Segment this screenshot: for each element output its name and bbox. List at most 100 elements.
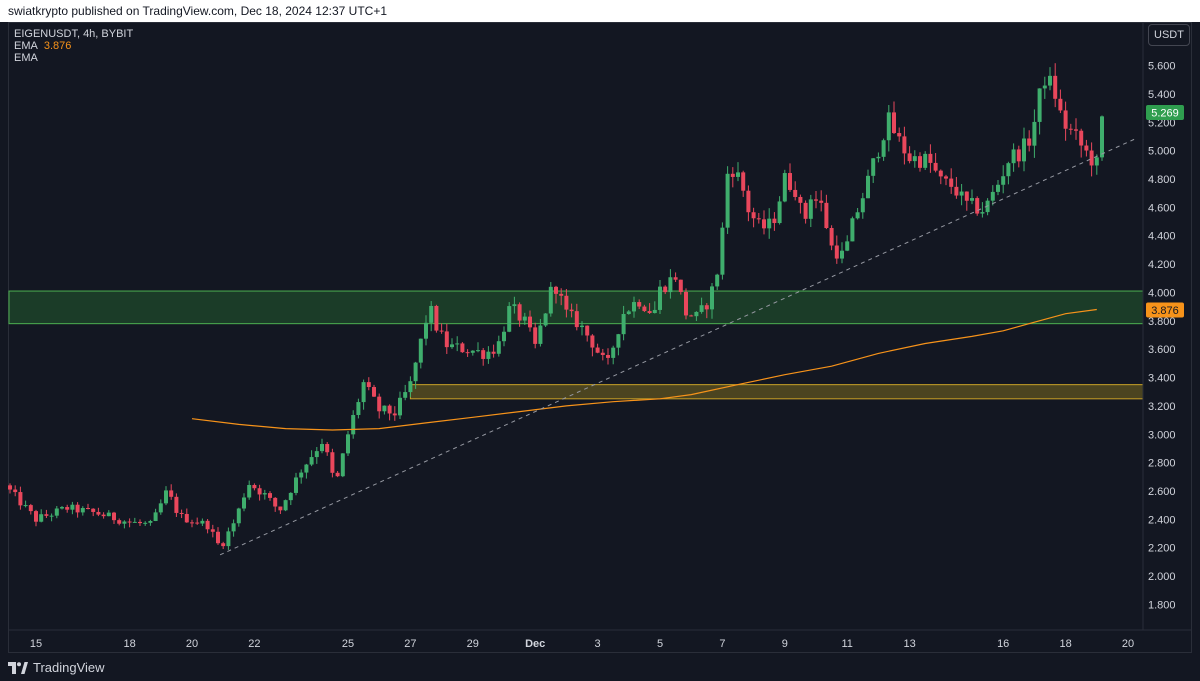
candle-body: [876, 156, 881, 159]
candle: [257, 484, 262, 501]
candle-body: [808, 199, 813, 219]
candle: [642, 304, 647, 313]
candle-body: [184, 513, 189, 523]
dashed-trendline: [219, 138, 1135, 556]
candle: [1027, 130, 1032, 152]
candle-body: [689, 315, 694, 317]
candle: [148, 519, 153, 526]
candle-body: [533, 327, 538, 344]
candle: [673, 272, 678, 283]
candle: [122, 520, 127, 529]
tradingview-logo[interactable]: TradingView: [8, 660, 105, 675]
price-tick-label: 2.200: [1148, 543, 1176, 555]
candle-body: [382, 405, 387, 412]
ema-legend-2[interactable]: EMA: [14, 52, 133, 64]
candle: [876, 152, 881, 163]
candle: [788, 163, 792, 192]
time-axis[interactable]: 15 18 20 22 25 27 29 Dec 3 5 7 9 11 13 16 18 20: [9, 629, 1191, 650]
candle: [959, 183, 964, 206]
candle: [366, 377, 371, 391]
candle-body: [840, 250, 844, 259]
candle: [278, 506, 283, 514]
candle: [606, 348, 610, 365]
candle-body: [221, 543, 226, 547]
candle-body: [195, 522, 200, 524]
candle-body: [569, 309, 574, 312]
candle-body: [616, 334, 621, 348]
candle: [741, 170, 746, 197]
price-tick-label: 3.400: [1148, 373, 1176, 385]
candle: [1084, 139, 1089, 157]
candle-body: [481, 350, 486, 359]
candle: [387, 404, 392, 421]
candle-body: [1058, 98, 1063, 111]
candle-body: [528, 316, 532, 328]
candle: [231, 519, 236, 537]
candle-body: [1068, 128, 1073, 130]
candle: [49, 513, 54, 522]
candle-body: [1011, 149, 1016, 164]
candle: [923, 151, 928, 171]
candle: [600, 348, 605, 361]
candle: [658, 279, 662, 314]
candle: [299, 469, 304, 484]
candle-body: [127, 521, 132, 523]
candle-body: [1001, 176, 1006, 185]
price-axis[interactable]: 1.800 2.000 2.200 2.400 2.600 2.800 3.000 3.200…: [1142, 23, 1176, 630]
candle: [491, 344, 496, 358]
candle-body: [517, 304, 522, 321]
candle: [424, 315, 428, 346]
candle-body: [543, 313, 548, 326]
candle-body: [923, 153, 928, 168]
candle-body: [304, 464, 309, 473]
time-tick-label: 25: [342, 638, 354, 650]
candle: [866, 169, 870, 199]
candle: [465, 349, 470, 357]
candle-body: [642, 306, 647, 312]
candle-body: [96, 511, 101, 515]
candle: [590, 334, 595, 357]
candle: [580, 321, 584, 336]
candle: [294, 472, 298, 496]
candle: [403, 384, 408, 401]
candle: [507, 302, 512, 333]
candle: [756, 212, 761, 224]
candle: [1053, 63, 1058, 108]
candle-body: [164, 490, 168, 504]
candle-body: [242, 497, 246, 509]
candle-body: [496, 341, 501, 354]
time-tick-label: 15: [30, 638, 42, 650]
candle-body: [65, 507, 70, 510]
price-tick-label: 4.600: [1148, 202, 1176, 214]
candle-body: [1053, 75, 1058, 99]
candle-body: [788, 173, 792, 190]
candle: [798, 194, 803, 214]
candle-body: [413, 362, 418, 382]
candle-body: [694, 311, 699, 317]
candle: [330, 448, 335, 478]
candle-body: [938, 170, 943, 177]
candle: [377, 393, 382, 419]
symbol-title[interactable]: EIGENUSDT, 4h, BYBIT: [14, 28, 134, 40]
candle: [793, 181, 798, 201]
candle: [808, 194, 813, 228]
candle-body: [1063, 110, 1068, 129]
candle-body: [1084, 145, 1089, 151]
price-tags: 5.269 3.876: [1146, 104, 1184, 318]
candle-body: [408, 381, 413, 393]
price-tick-label: 3.800: [1148, 316, 1176, 328]
candle: [1011, 143, 1016, 172]
candle-body: [611, 347, 616, 358]
candle-body: [647, 311, 652, 314]
candle-body: [231, 523, 236, 532]
ema-legend-1[interactable]: EMA 3.876: [14, 40, 133, 52]
candle-body: [1074, 129, 1078, 131]
time-tick-label: 22: [248, 638, 260, 650]
candle: [288, 492, 293, 506]
overlay-lines: [191, 138, 1135, 556]
currency-button[interactable]: USDT: [1148, 24, 1190, 46]
candle: [871, 158, 876, 183]
candle: [777, 196, 782, 225]
candle: [314, 447, 319, 464]
